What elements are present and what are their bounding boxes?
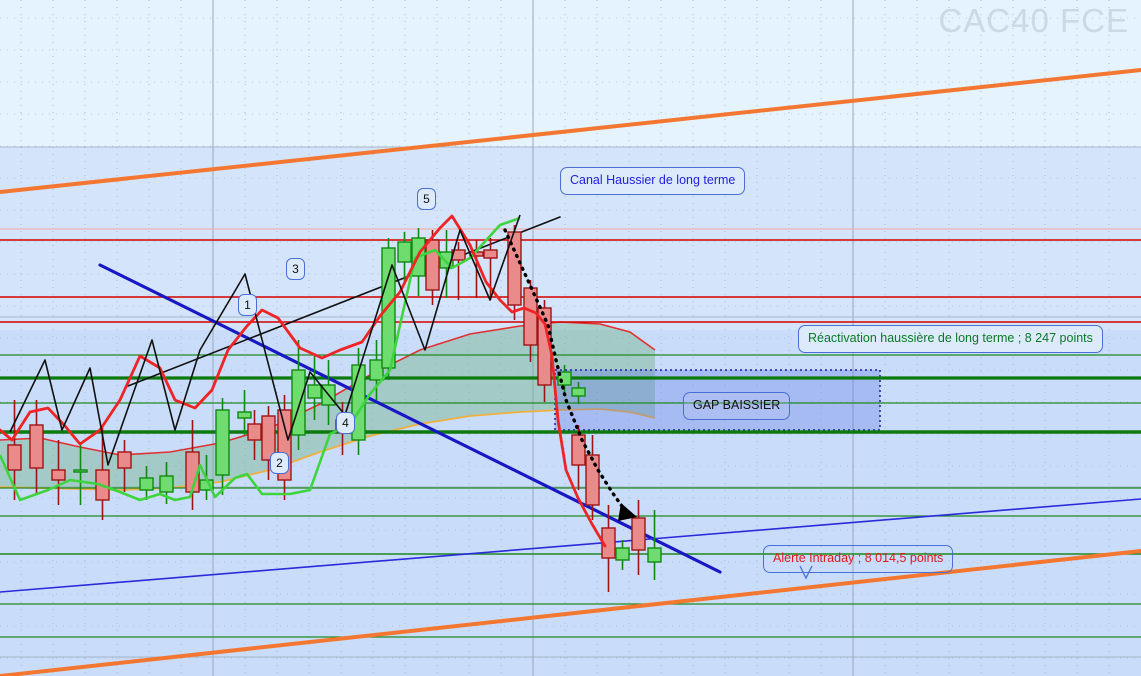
alert-label-pointer[interactable]	[799, 565, 813, 580]
trendline-blue-downtrend[interactable]	[98, 263, 722, 574]
candle-body[interactable]	[307, 384, 322, 399]
candle-body[interactable]	[117, 451, 132, 469]
candle-body[interactable]	[139, 477, 154, 491]
candle-body[interactable]	[73, 469, 88, 473]
background-lowest[interactable]	[0, 330, 1141, 676]
candle-body[interactable]	[369, 359, 384, 381]
wave-label-1[interactable]: 1	[238, 294, 257, 316]
red-indicator-line[interactable]	[0, 214, 607, 548]
elliott-wave-zigzag[interactable]	[9, 214, 521, 466]
trendline-blue-support-lower[interactable]	[0, 498, 1141, 593]
wave-label-3[interactable]: 3	[286, 258, 305, 280]
wave-label-5[interactable]: 5	[417, 188, 436, 210]
projection-dotted-path[interactable]	[503, 228, 628, 514]
candle-body[interactable]	[585, 454, 600, 506]
background-upper[interactable]	[0, 0, 1141, 147]
ichimoku-cloud-fill[interactable]	[0, 322, 655, 490]
gap-baissier-label[interactable]: GAP BAISSIER	[683, 392, 791, 420]
wave-label-4[interactable]: 4	[336, 412, 355, 434]
candle-body[interactable]	[523, 287, 538, 346]
candle-body[interactable]	[397, 241, 412, 263]
trendline-orange-channel-lower[interactable]	[0, 549, 1141, 676]
candle-body[interactable]	[215, 409, 230, 476]
candle-body[interactable]	[247, 423, 262, 441]
candle-body[interactable]	[159, 475, 174, 493]
candle-body[interactable]	[571, 387, 586, 397]
candle-body[interactable]	[381, 247, 396, 369]
trendline-black-uptrend-long[interactable]	[127, 216, 561, 387]
candle-body[interactable]	[615, 547, 630, 561]
candle-body[interactable]	[647, 547, 662, 563]
candle-body[interactable]	[51, 469, 66, 481]
projection-arrow-head[interactable]	[618, 503, 637, 521]
candle-body[interactable]	[291, 369, 306, 436]
cloud-upper-line[interactable]	[0, 321, 656, 456]
reactivation-haussiere-label[interactable]: Réactivation haussière de long terme ; 8…	[798, 325, 1103, 353]
candle-body[interactable]	[261, 415, 276, 461]
trendline-orange-channel-upper[interactable]	[0, 68, 1141, 194]
candle-body[interactable]	[237, 411, 252, 419]
candle-body[interactable]	[29, 424, 44, 469]
candle-body[interactable]	[7, 444, 22, 471]
wave-label-2[interactable]: 2	[270, 452, 289, 474]
chart-watermark-title: CAC40 FCE	[938, 2, 1129, 39]
candle-body[interactable]	[483, 249, 498, 259]
candle-body[interactable]	[425, 239, 440, 291]
zigzag-green-line[interactable]	[0, 216, 521, 502]
alerte-intraday-label[interactable]: Alerte Intraday ; 8 014,5 points	[763, 545, 954, 573]
canal-haussier-label[interactable]: Canal Haussier de long terme	[560, 167, 746, 195]
candle-body[interactable]	[631, 517, 646, 551]
